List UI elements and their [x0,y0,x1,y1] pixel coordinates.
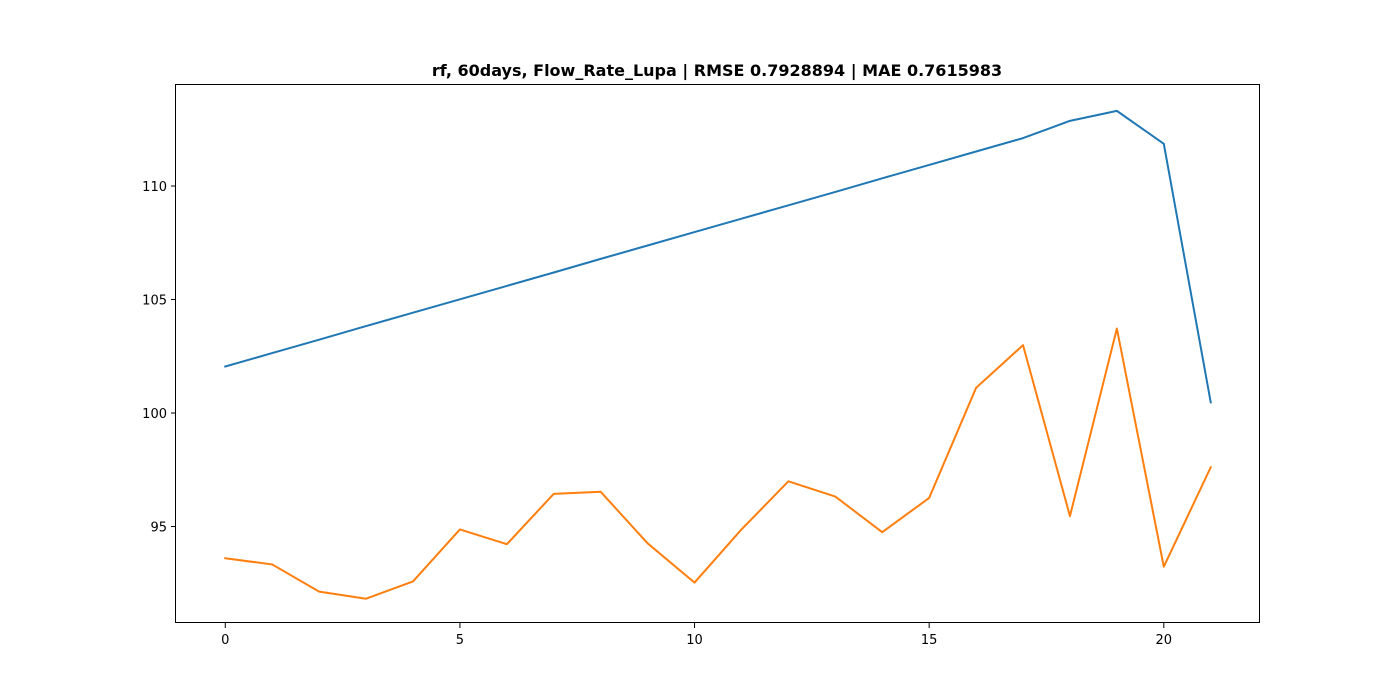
y-axis: 95 100 105 110 [142,180,176,536]
y-tick-label: 110 [142,180,167,195]
y-tick-label: 95 [150,521,167,536]
series-line-1 [224,109,1212,404]
y-tick-label: 105 [142,294,167,309]
x-tick-label: 0 [221,633,229,648]
plot-area-frame [175,84,1260,623]
x-tick-label: 5 [456,633,464,648]
chart-title: rf, 60days, Flow_Rate_Lupa | RMSE 0.7928… [432,61,1002,81]
series-layer [224,109,1213,600]
y-tick-label: 100 [142,407,167,422]
x-tick-label: 15 [921,633,938,648]
series-line-2 [224,327,1213,600]
x-tick-label: 20 [1156,633,1173,648]
x-axis: 0 5 10 15 20 [221,623,1172,648]
x-tick-label: 10 [686,633,703,648]
